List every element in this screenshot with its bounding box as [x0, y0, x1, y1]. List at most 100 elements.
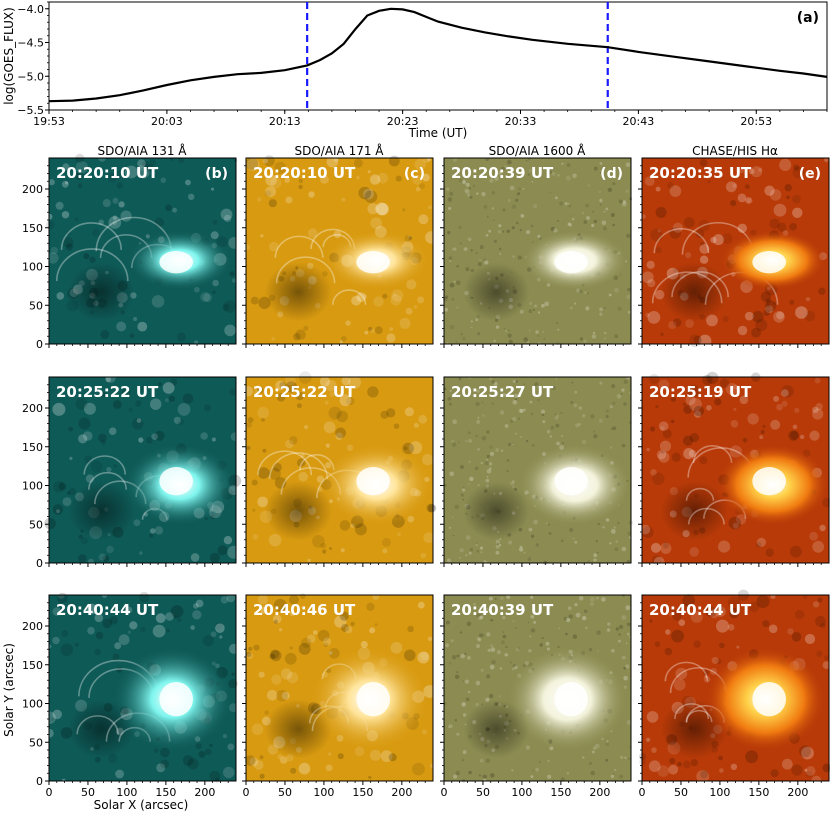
texture-speck — [719, 642, 725, 649]
texture-speck — [718, 540, 731, 553]
texture-speck — [570, 306, 573, 310]
lightcurve-ytick-label: −4.0 — [17, 3, 44, 16]
texture-speck — [353, 158, 363, 168]
texture-speck — [154, 217, 165, 227]
texture-speck — [203, 404, 212, 412]
texture-speck — [582, 615, 587, 621]
texture-speck — [728, 516, 742, 530]
texture-speck — [231, 278, 237, 283]
lightcurve-xtick-label: 20:33 — [505, 115, 537, 128]
texture-speck — [458, 225, 462, 230]
texture-speck — [799, 745, 811, 758]
texture-speck — [333, 230, 342, 239]
texture-speck — [467, 237, 472, 242]
texture-speck — [453, 250, 456, 253]
texture-speck — [454, 719, 458, 722]
texture-speck — [824, 655, 830, 661]
texture-speck — [541, 636, 544, 640]
texture-speck — [805, 766, 816, 776]
texture-speck — [74, 642, 80, 648]
texture-speck — [341, 197, 346, 202]
image-panel: 20:25:19 UT — [638, 371, 830, 568]
texture-speck — [729, 608, 740, 619]
texture-speck — [479, 546, 484, 550]
texture-speck — [556, 173, 560, 177]
loop-arc — [692, 445, 733, 463]
texture-speck — [547, 774, 552, 779]
texture-speck — [501, 392, 506, 397]
flare-core — [159, 251, 193, 274]
texture-speck — [593, 166, 598, 171]
texture-speck — [381, 537, 391, 547]
image-panel: 20:20:39 UT (d) — [440, 157, 633, 348]
lightcurve-xtick-label: 20:03 — [151, 115, 183, 128]
texture-speck — [730, 420, 739, 428]
texture-speck — [414, 158, 426, 170]
texture-speck — [273, 619, 278, 624]
observation-timestamp: 20:25:19 UT — [649, 383, 752, 401]
texture-speck — [228, 643, 240, 654]
panel-ytick-label: 150 — [22, 222, 43, 235]
texture-speck — [217, 545, 228, 556]
texture-speck — [476, 419, 481, 424]
texture-speck — [475, 613, 480, 618]
texture-speck — [603, 210, 606, 213]
texture-speck — [534, 304, 537, 308]
texture-speck — [689, 547, 699, 557]
texture-speck — [114, 642, 122, 650]
texture-speck — [672, 318, 682, 327]
texture-speck — [253, 760, 264, 770]
texture-speck — [271, 337, 276, 341]
texture-speck — [583, 609, 588, 613]
texture-speck — [452, 247, 457, 252]
texture-speck — [515, 221, 519, 225]
observation-timestamp: 20:25:22 UT — [56, 383, 159, 401]
texture-speck — [341, 623, 349, 632]
texture-speck — [688, 449, 697, 458]
texture-speck — [506, 159, 512, 165]
texture-speck — [226, 593, 236, 603]
texture-speck — [625, 642, 628, 645]
texture-speck — [654, 641, 661, 647]
texture-speck — [127, 630, 131, 634]
texture-speck — [345, 320, 351, 326]
texture-speck — [90, 460, 103, 473]
texture-speck — [574, 390, 578, 394]
texture-speck — [523, 408, 526, 412]
texture-speck — [456, 732, 460, 736]
texture-speck — [459, 242, 462, 245]
texture-speck — [98, 433, 107, 443]
texture-speck — [222, 303, 230, 311]
texture-speck — [737, 223, 747, 233]
texture-speck — [417, 601, 425, 609]
texture-speck — [464, 188, 469, 193]
texture-speck — [388, 753, 397, 762]
texture-speck — [610, 446, 613, 449]
texture-speck — [765, 298, 771, 304]
texture-speck — [515, 432, 518, 435]
texture-speck — [490, 647, 496, 653]
texture-speck — [212, 219, 218, 225]
texture-speck — [75, 161, 89, 174]
texture-speck — [760, 291, 772, 302]
texture-speck — [78, 434, 88, 444]
texture-speck — [47, 644, 52, 649]
texture-speck — [52, 709, 62, 720]
texture-speck — [279, 381, 287, 389]
texture-speck — [489, 377, 493, 381]
texture-speck — [152, 624, 166, 638]
texture-speck — [155, 613, 166, 624]
texture-speck — [812, 408, 824, 420]
texture-speck — [669, 227, 681, 239]
texture-speck — [765, 548, 774, 557]
texture-speck — [773, 395, 780, 402]
texture-speck — [193, 603, 199, 609]
texture-speck — [420, 651, 429, 661]
texture-speck — [511, 204, 517, 209]
texture-speck — [368, 775, 372, 780]
texture-speck — [558, 627, 560, 630]
texture-speck — [449, 282, 455, 288]
texture-speck — [593, 430, 596, 433]
texture-speck — [190, 625, 195, 630]
texture-speck — [656, 450, 667, 460]
